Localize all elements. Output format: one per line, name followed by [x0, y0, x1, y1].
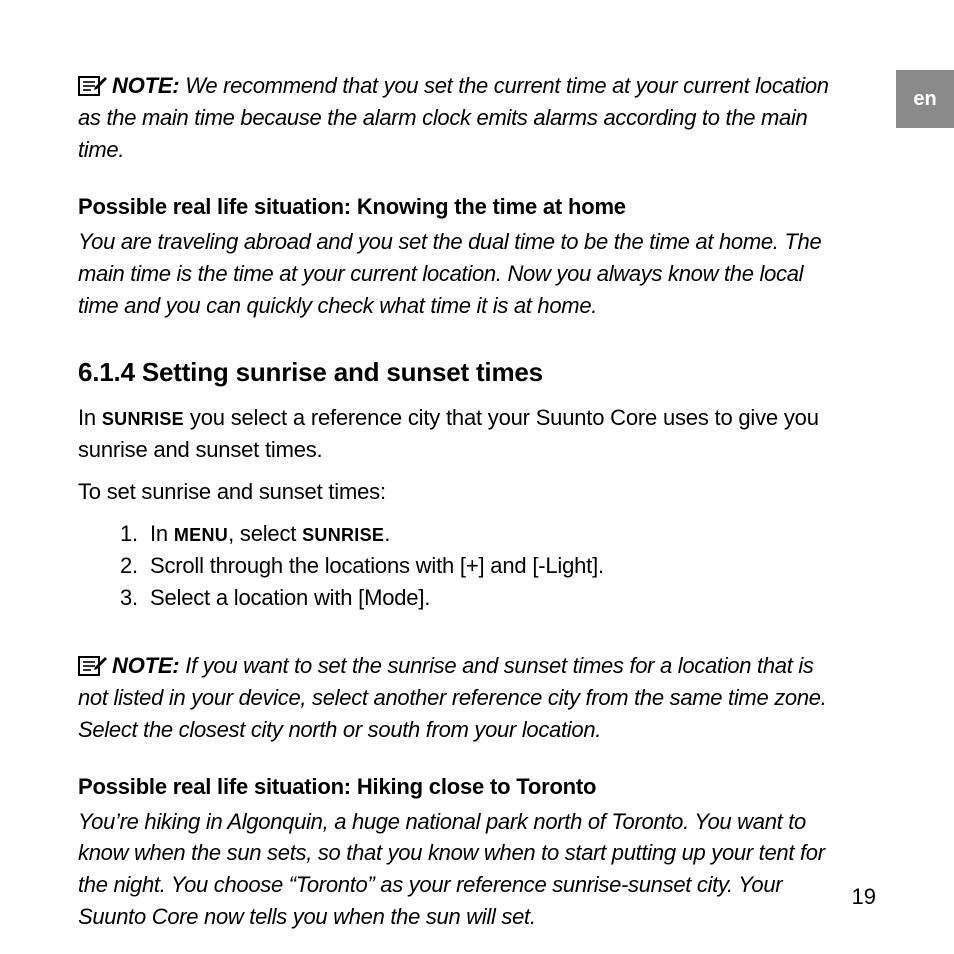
- document-page: en NOTE: We recommend that you set the c…: [0, 0, 954, 954]
- situation-1-body: You are traveling abroad and you set the…: [78, 226, 848, 322]
- step-3: 3. Select a location with [Mode].: [120, 582, 848, 614]
- situation-2-body: You’re hiking in Algonquin, a huge natio…: [78, 806, 848, 934]
- step-2: 2. Scroll through the locations with [+]…: [120, 550, 848, 582]
- page-content: NOTE: We recommend that you set the curr…: [78, 70, 848, 933]
- section-intro: In SUNRISE you select a reference city t…: [78, 402, 848, 466]
- steps-list: 1. In MENU, select SUNRISE. 2. Scroll th…: [120, 518, 848, 614]
- step-1: 1. In MENU, select SUNRISE.: [120, 518, 848, 550]
- situation-2-heading: Possible real life situation: Hiking clo…: [78, 774, 848, 800]
- text: In: [150, 521, 174, 546]
- page-number: 19: [852, 884, 876, 910]
- text: .: [384, 521, 390, 546]
- section-heading: 6.1.4 Setting sunrise and sunset times: [78, 357, 848, 388]
- smallcaps-sunrise: SUNRISE: [302, 525, 384, 545]
- note-icon: [78, 653, 108, 682]
- text: , select: [228, 521, 302, 546]
- language-tab: en: [896, 70, 954, 128]
- note-label: NOTE:: [112, 653, 179, 678]
- smallcaps-sunrise: SUNRISE: [102, 409, 184, 429]
- note-2: NOTE: If you want to set the sunrise and…: [78, 650, 848, 746]
- steps-lead: To set sunrise and sunset times:: [78, 476, 848, 508]
- note-label: NOTE:: [112, 73, 179, 98]
- step-body: In MENU, select SUNRISE.: [150, 518, 390, 550]
- text: In: [78, 405, 102, 430]
- note-text: If you want to set the sunrise and sunse…: [78, 653, 827, 742]
- text: you select a reference city that your Su…: [78, 405, 819, 462]
- step-body: Scroll through the locations with [+] an…: [150, 550, 604, 582]
- smallcaps-menu: MENU: [174, 525, 228, 545]
- note-1: NOTE: We recommend that you set the curr…: [78, 70, 848, 166]
- step-num: 2.: [120, 550, 150, 582]
- step-num: 1.: [120, 518, 150, 550]
- note-text: We recommend that you set the current ti…: [78, 73, 829, 162]
- step-body: Select a location with [Mode].: [150, 582, 430, 614]
- note-icon: [78, 73, 108, 102]
- step-num: 3.: [120, 582, 150, 614]
- situation-1-heading: Possible real life situation: Knowing th…: [78, 194, 848, 220]
